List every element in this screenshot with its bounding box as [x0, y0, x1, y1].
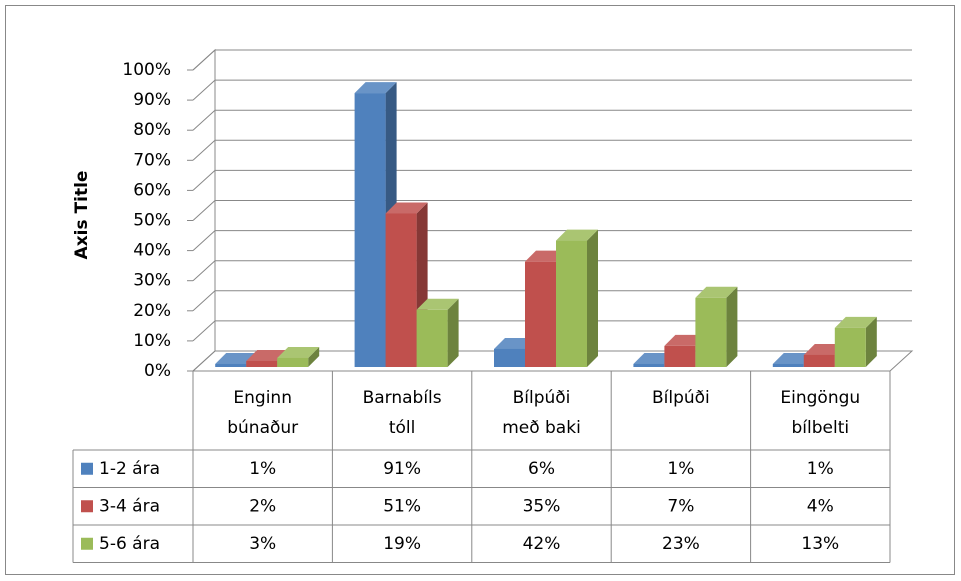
bar	[803, 354, 835, 367]
value-label: 1%	[667, 459, 694, 479]
x-tick-label: Bílpúði	[652, 388, 710, 408]
value-label: 3%	[249, 534, 276, 554]
bar-side	[308, 346, 320, 367]
bar-side	[865, 316, 877, 367]
bar-top	[556, 229, 598, 241]
bar-top	[695, 286, 738, 298]
bar-top	[354, 82, 397, 94]
grid-line	[192, 139, 912, 161]
legend-label: 5-6 ára	[99, 534, 160, 554]
bar	[277, 357, 309, 367]
x-tick-label: bílbelti	[791, 418, 849, 438]
grid-line	[192, 49, 912, 71]
value-label: 2%	[249, 496, 276, 516]
y-tick-label: 20%	[133, 301, 171, 321]
bar	[834, 327, 866, 367]
legend-swatch	[81, 462, 93, 475]
bar	[416, 309, 448, 367]
grid-line	[192, 320, 912, 342]
y-tick-label: 60%	[133, 180, 171, 200]
bar-top	[834, 316, 877, 328]
chart-border	[5, 5, 955, 575]
grid-line	[192, 79, 912, 101]
grid-line	[192, 109, 912, 131]
bar-side	[587, 229, 598, 367]
legend-swatch	[81, 537, 93, 550]
y-axis-title: Axis Title	[72, 171, 92, 260]
bar	[354, 93, 386, 367]
value-label: 19%	[383, 534, 421, 554]
bar	[772, 363, 804, 367]
value-label: 23%	[662, 534, 700, 554]
x-tick-label: Barnabíls	[363, 388, 442, 408]
bar-top	[385, 202, 428, 214]
bar	[664, 345, 696, 367]
x-tick-label: Enginn	[233, 388, 292, 408]
bar-side	[726, 286, 738, 367]
bar	[494, 348, 525, 367]
bar	[246, 360, 278, 367]
value-label: 1%	[807, 459, 834, 479]
x-tick-label: með baki	[502, 418, 581, 438]
value-label: 51%	[383, 496, 421, 516]
bar	[525, 261, 556, 367]
x-tick-label: búnaður	[227, 418, 298, 438]
legend-label: 3-4 ára	[99, 496, 160, 516]
value-label: 6%	[528, 459, 555, 479]
value-label: 7%	[667, 496, 694, 516]
value-label: 91%	[383, 459, 421, 479]
bar-top	[416, 298, 459, 310]
grid-line	[192, 260, 912, 282]
value-label: 35%	[523, 496, 561, 516]
y-tick-label: 80%	[133, 120, 171, 140]
y-tick-label: 50%	[133, 211, 171, 231]
grid-line	[192, 230, 912, 251]
x-tick-label: Bílpúði	[513, 388, 571, 408]
grid-line	[192, 200, 912, 221]
x-tick-label: Eingöngu	[780, 388, 860, 408]
bar-top	[277, 346, 320, 358]
bar	[215, 363, 247, 367]
y-tick-label: 70%	[133, 150, 171, 170]
y-tick-label: 30%	[133, 271, 171, 291]
bar	[633, 363, 665, 367]
y-tick-label: 90%	[133, 90, 171, 110]
legend-label: 1-2 ára	[99, 459, 160, 479]
value-label: 4%	[807, 496, 834, 516]
value-label: 13%	[801, 534, 839, 554]
grid-line	[192, 169, 912, 191]
y-tick-label: 0%	[144, 361, 171, 381]
bar	[385, 213, 417, 367]
y-tick-label: 40%	[133, 241, 171, 261]
value-label: 42%	[523, 534, 561, 554]
grid-line	[192, 290, 912, 312]
value-label: 1%	[249, 459, 276, 479]
legend-swatch	[81, 500, 93, 513]
y-tick-label: 10%	[133, 331, 171, 351]
bar-side	[447, 298, 459, 367]
y-tick-label: 100%	[122, 60, 171, 80]
bar	[556, 240, 587, 367]
x-tick-label: tóll	[389, 418, 416, 438]
bar	[695, 297, 727, 367]
